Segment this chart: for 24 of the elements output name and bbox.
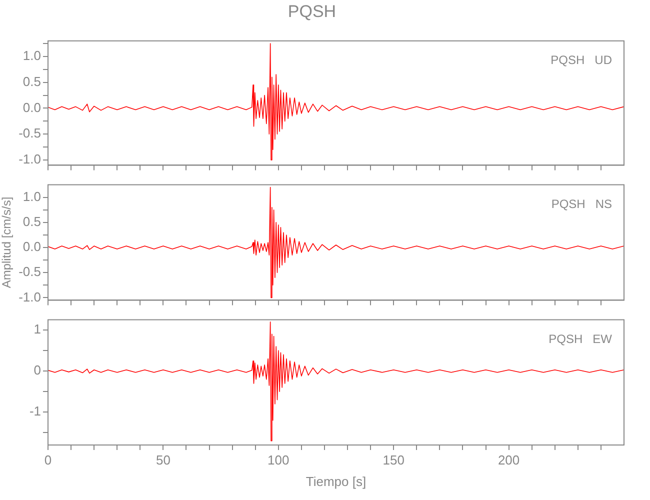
y-tick-label: 0.0 (22, 100, 41, 115)
annotation: PQSH EW (548, 332, 613, 346)
y-tick-label: 0 (34, 362, 41, 378)
x-tick-label: 100 (268, 452, 290, 468)
y-tick-label: -1.0 (18, 289, 41, 304)
x-tick-label: 200 (498, 452, 520, 468)
y-tick-label: -1.0 (18, 152, 41, 167)
x-tick-label: 50 (156, 452, 170, 468)
y-tick-label: 1.0 (22, 188, 41, 204)
chart-title: PQSH (288, 2, 336, 21)
y-tick-label: 1 (34, 322, 41, 337)
y-tick-label: -0.5 (18, 264, 41, 280)
x-tick-label: 0 (44, 452, 52, 468)
x-tick-label: 150 (382, 452, 404, 468)
annotation: PQSH NS (551, 197, 612, 212)
annotation: PQSH UD (550, 53, 612, 68)
y-tick-label: 1.0 (22, 48, 41, 64)
y-tick-label: -1 (29, 404, 41, 419)
y-axis-title: Amplitud [cm/s/s] (0, 196, 14, 288)
y-tick-label: 0.5 (22, 214, 41, 230)
x-axis-title: Tiempo [s] (306, 474, 366, 489)
y-tick-label: 0.5 (22, 74, 41, 89)
y-tick-label: 0.0 (22, 239, 41, 254)
y-tick-label: -0.5 (18, 126, 41, 141)
